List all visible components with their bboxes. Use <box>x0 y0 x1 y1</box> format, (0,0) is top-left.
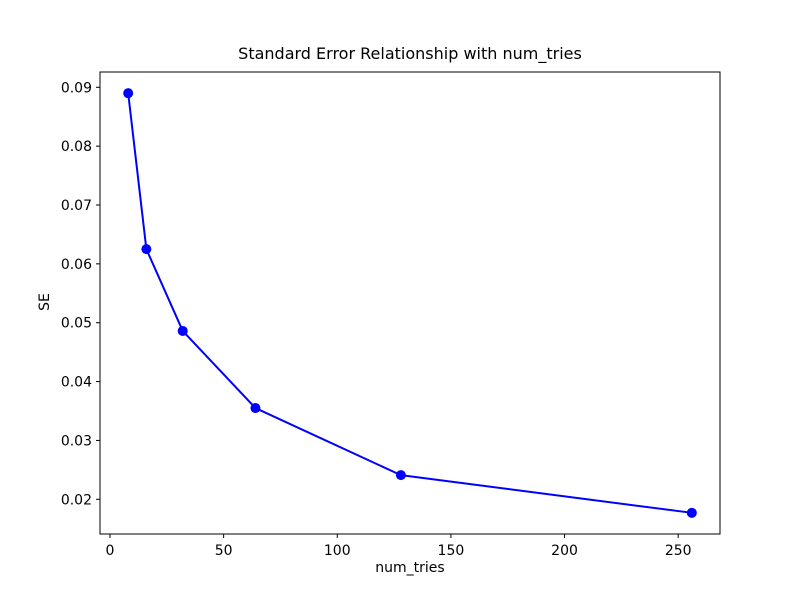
y-tick-label: 0.04 <box>61 375 92 391</box>
data-point <box>177 325 188 336</box>
data-point <box>250 403 261 414</box>
y-tick-label: 0.08 <box>61 139 92 155</box>
y-tick-label: 0.05 <box>61 316 92 332</box>
chart-title: Standard Error Relationship with num_tri… <box>238 44 582 63</box>
y-tick-label: 0.02 <box>61 492 92 508</box>
y-tick-label: 0.03 <box>61 433 92 449</box>
x-tick-label: 50 <box>215 543 233 559</box>
data-point <box>395 470 406 481</box>
data-point <box>141 244 152 255</box>
x-tick-label: 150 <box>438 543 465 559</box>
x-tick-label: 100 <box>324 543 351 559</box>
y-tick-label: 0.07 <box>61 198 92 214</box>
y-axis-label: SE <box>37 293 53 311</box>
data-point <box>123 88 134 99</box>
x-tick-label: 0 <box>106 543 115 559</box>
axes-spines <box>99 71 721 535</box>
y-tick-label: 0.09 <box>61 80 92 96</box>
series-line <box>127 93 692 514</box>
x-axis-label: num_tries <box>375 560 445 576</box>
x-tick-label: 200 <box>551 543 578 559</box>
data-point <box>686 507 697 518</box>
x-tick-label: 250 <box>665 543 692 559</box>
y-tick-label: 0.06 <box>61 257 92 273</box>
